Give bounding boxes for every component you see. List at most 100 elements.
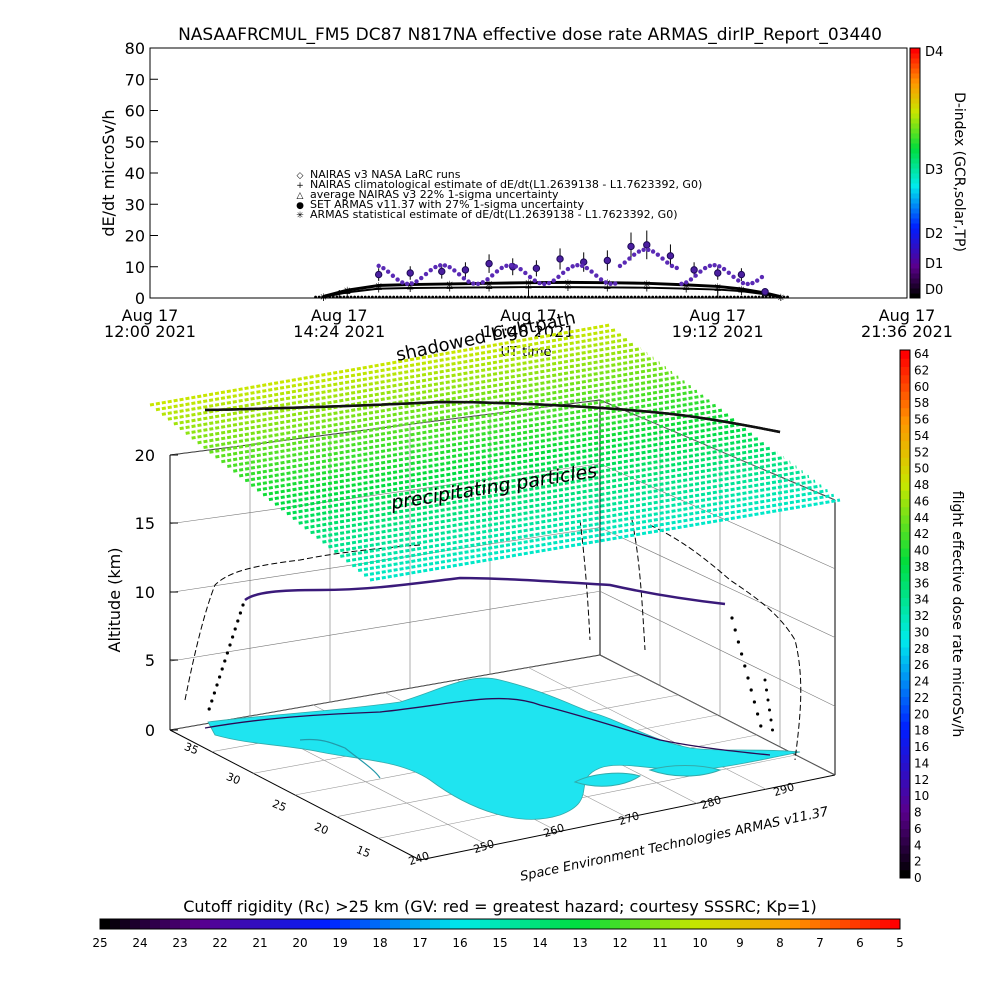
armas-point — [532, 264, 541, 273]
dose-bar-tick: 26 — [914, 658, 929, 672]
d-index-bar-cell — [910, 133, 920, 139]
armas-point — [721, 266, 727, 272]
particle-row — [185, 351, 648, 435]
wall-projection — [579, 519, 591, 641]
armas-point — [761, 288, 769, 296]
nairas-run-point — [764, 295, 768, 299]
armas-point — [731, 274, 736, 280]
d-index-bar-cell — [910, 178, 920, 184]
armas-point — [627, 256, 632, 261]
rigidity-tick: 13 — [572, 936, 587, 950]
armas-point — [622, 260, 627, 265]
z-axis-label: Altitude (km) — [105, 548, 124, 653]
dose-bar-cell — [900, 770, 910, 780]
nairas-run-point — [754, 295, 757, 299]
nairas-run-point — [640, 295, 644, 299]
nairas-run-point — [456, 295, 459, 299]
dose-bar-cell — [900, 515, 910, 524]
nairas-run-point — [768, 295, 772, 299]
x-tick-label: 16:48 2021 — [483, 322, 575, 341]
dose-bar-cell — [900, 721, 910, 730]
nairas-run-point — [740, 295, 743, 299]
d-index-bar-cell — [910, 233, 920, 239]
dose-bar-cell — [900, 696, 910, 706]
armas-point — [726, 270, 731, 275]
armas-point — [376, 263, 381, 269]
particle-row — [274, 422, 741, 506]
nairas-run-point — [395, 295, 399, 299]
armas-point — [390, 273, 396, 278]
legend-symbol: + — [296, 181, 304, 191]
dose-bar-cell — [900, 482, 910, 491]
nairas-run-point — [562, 295, 566, 299]
chart-title: NASAAFRCMUL_FM5 DC87 N817NA effective do… — [178, 25, 882, 45]
armas-point — [494, 269, 500, 274]
dose-bar-cell — [900, 861, 910, 871]
particle-row — [345, 479, 816, 563]
dose-bar-cell — [900, 729, 910, 739]
nairas-run-point — [537, 295, 541, 299]
armas-point — [617, 263, 623, 269]
rigidity-bar-cell — [540, 919, 551, 929]
rigidity-bar-cell — [380, 919, 391, 929]
nairas-run-point — [388, 295, 392, 299]
nairas-run-point — [392, 295, 396, 299]
nairas-run-point — [544, 295, 548, 299]
nairas-run-point — [349, 295, 353, 299]
dose-bar-cell — [900, 713, 910, 722]
rigidity-bar-cell — [690, 919, 701, 929]
rigidity-bar-cell — [610, 919, 621, 929]
descent-point — [752, 700, 757, 704]
nairas-run-point — [622, 295, 626, 299]
particle-row — [244, 399, 710, 483]
armas-point — [556, 255, 564, 263]
nairas-run-point — [445, 295, 449, 299]
nairas-run-point — [676, 295, 679, 299]
armas-point — [584, 265, 590, 271]
d-index-bar-cell — [910, 98, 920, 104]
wall-projection — [631, 519, 646, 651]
armas-point — [513, 264, 519, 269]
armas-point — [707, 263, 713, 269]
rigidity-bar-cell — [810, 919, 821, 929]
rigidity-bar-cell — [740, 919, 751, 929]
dose-bar-cell — [900, 869, 910, 879]
d-index-bar-cell — [910, 223, 920, 229]
armas-point — [754, 278, 760, 283]
y-tick-label: 10 — [125, 258, 145, 277]
dose-bar-tick: 48 — [914, 478, 929, 492]
rigidity-bar-cell — [400, 919, 411, 929]
armas-point — [523, 270, 528, 276]
d-index-bar-cell — [910, 138, 920, 144]
nairas-run-point — [598, 295, 601, 299]
rigidity-tick: 21 — [252, 936, 267, 950]
dose-bar-cell — [900, 779, 910, 788]
nairas-run-point — [700, 295, 704, 299]
rigidity-bar-cell — [590, 919, 601, 929]
rigidity-bar-cell — [210, 919, 221, 929]
rigidity-bar-cell — [880, 919, 891, 929]
d-index-bar-cell — [910, 183, 920, 189]
rigidity-tick: 12 — [612, 936, 627, 950]
armas-point — [717, 264, 722, 269]
x-tick-label: Aug 17 — [500, 306, 557, 325]
lon-tick-label: 270 — [617, 809, 641, 828]
d-index-bar-cell — [910, 143, 920, 149]
nairas-run-point — [729, 295, 733, 299]
dose-bar-cell — [900, 630, 910, 640]
rigidity-tick: 24 — [132, 936, 147, 950]
rigidity-bar-cell — [660, 919, 671, 929]
rigidity-tick: 14 — [532, 936, 547, 950]
ascent-point — [236, 619, 240, 623]
estimate-point: ✳ — [737, 285, 745, 296]
descent-point — [736, 640, 741, 644]
descent-point — [766, 698, 770, 702]
dose-bar-cell — [900, 556, 910, 565]
nairas-run-point — [559, 295, 562, 299]
dose-bar-cell — [900, 605, 910, 615]
wall-projection — [649, 524, 802, 761]
dose-bar-cell — [900, 523, 910, 532]
nairas-run-point — [331, 295, 335, 299]
armas-point — [714, 269, 722, 277]
armas-point — [759, 274, 765, 280]
